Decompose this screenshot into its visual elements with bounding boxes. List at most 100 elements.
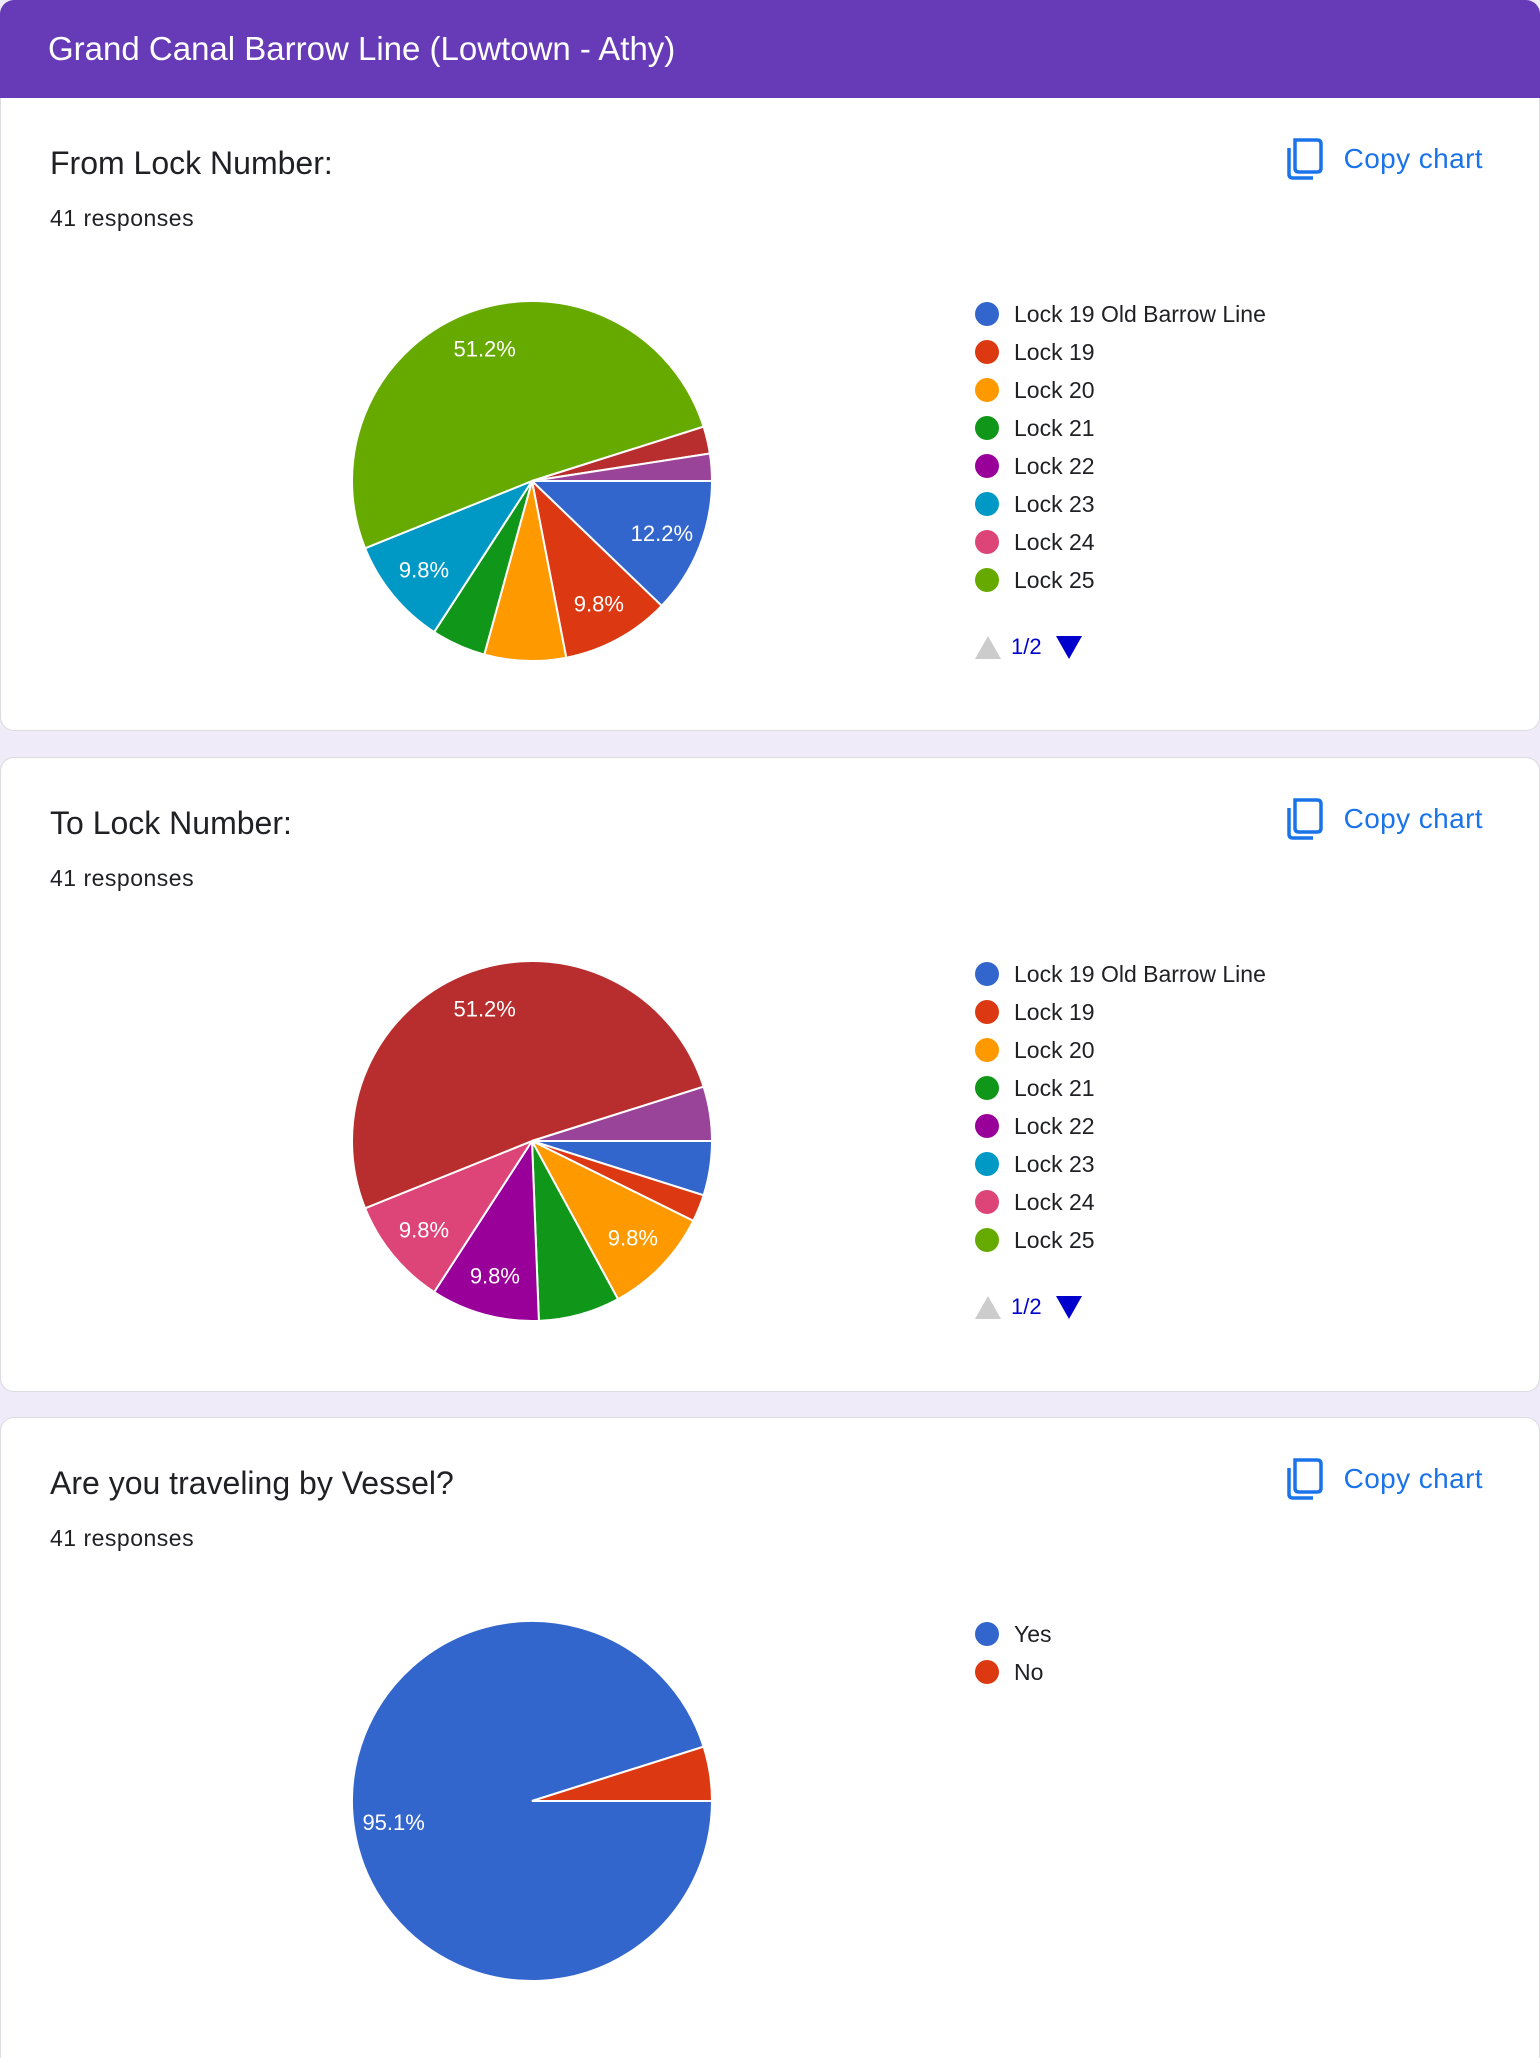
legend-color-swatch	[975, 416, 999, 440]
pie-chart: 12.2% 9.8% 9.8% 51.2%	[351, 300, 714, 662]
slice-percent-label: 95.1%	[362, 1810, 424, 1835]
legend-label: Lock 19 Old Barrow Line	[1014, 960, 1266, 987]
legend-pager: 1/2	[975, 630, 1082, 664]
legend-item[interactable]: No	[975, 1653, 1052, 1691]
legend-color-swatch	[975, 1190, 999, 1214]
copy-chart-button[interactable]: Copy chart	[1286, 796, 1483, 842]
legend-label: No	[1014, 1658, 1044, 1685]
legend-page-indicator: 1/2	[1011, 1294, 1042, 1319]
copy-icon	[1286, 1458, 1323, 1500]
legend-item[interactable]: Lock 20	[975, 371, 1266, 409]
legend-item[interactable]: Lock 23	[975, 485, 1266, 523]
legend-label: Lock 23	[1014, 1150, 1095, 1177]
slice-percent-label: 9.8%	[470, 1263, 520, 1288]
question-title: From Lock Number:	[50, 145, 333, 181]
legend-item[interactable]: Lock 21	[975, 409, 1266, 447]
legend-color-swatch	[975, 492, 999, 516]
legend-label: Yes	[1014, 1620, 1052, 1647]
slice-percent-label: 9.8%	[399, 1218, 449, 1243]
copy-icon	[1286, 798, 1323, 840]
triangle-down-icon[interactable]	[1055, 635, 1082, 659]
pie-slice[interactable]	[351, 300, 705, 550]
legend-item[interactable]: Lock 24	[975, 523, 1266, 561]
form-header: Grand Canal Barrow Line (Lowtown - Athy)	[0, 0, 1540, 98]
pie-slice[interactable]	[531, 1085, 714, 1142]
legend-item[interactable]: Lock 25	[975, 1221, 1266, 1259]
question-card-from-lock: From Lock Number: 41 responses Copy char…	[0, 98, 1540, 731]
pie-slice[interactable]	[432, 1137, 540, 1322]
pie-slice[interactable]	[531, 1745, 714, 1802]
legend-label: Lock 24	[1014, 1188, 1095, 1215]
response-count: 41 responses	[50, 205, 195, 231]
legend-label: Lock 22	[1014, 1112, 1095, 1139]
chart-legend: Yes No	[975, 1615, 1052, 1691]
slice-percent-label: 9.8%	[399, 558, 449, 583]
legend-color-swatch	[975, 1038, 999, 1062]
legend-color-swatch	[975, 1114, 999, 1138]
legend-pager: 1/2	[975, 1290, 1082, 1324]
legend-color-swatch	[975, 1660, 999, 1684]
legend-item[interactable]: Lock 23	[975, 1145, 1266, 1183]
legend-label: Lock 22	[1014, 452, 1095, 479]
triangle-up-icon[interactable]	[975, 635, 1001, 659]
legend-item[interactable]: Lock 24	[975, 1183, 1266, 1221]
legend-item[interactable]: Lock 19	[975, 993, 1266, 1031]
triangle-up-icon[interactable]	[975, 1295, 1001, 1319]
pie-slice[interactable]	[529, 1138, 695, 1301]
chart-legend: Lock 19 Old Barrow Line Lock 19 Lock 20 Loc…	[975, 955, 1266, 1259]
legend-color-swatch	[975, 1228, 999, 1252]
legend-item[interactable]: Lock 20	[975, 1031, 1266, 1069]
pie-slice[interactable]	[530, 478, 664, 659]
pie-slice[interactable]	[529, 480, 714, 608]
response-count: 41 responses	[50, 1525, 195, 1551]
legend-item[interactable]: Lock 25	[975, 561, 1266, 599]
legend-item[interactable]: Lock 22	[975, 1107, 1266, 1145]
pie-slice[interactable]	[531, 452, 714, 482]
question-card-vessel: Are you traveling by Vessel? 41 response…	[0, 1417, 1540, 2058]
legend-label: Lock 19	[1014, 998, 1095, 1025]
slice-percent-label: 9.8%	[608, 1226, 658, 1251]
legend-label: Lock 20	[1014, 1036, 1095, 1063]
chart-legend: Lock 19 Old Barrow Line Lock 19 Lock 20 Loc…	[975, 295, 1266, 599]
legend-color-swatch	[975, 1000, 999, 1024]
pie-slice[interactable]	[363, 478, 535, 634]
copy-chart-label: Copy chart	[1343, 1463, 1483, 1494]
legend-item[interactable]: Lock 19 Old Barrow Line	[975, 955, 1266, 993]
copy-chart-label: Copy chart	[1343, 803, 1483, 834]
legend-color-swatch	[975, 568, 999, 592]
legend-color-swatch	[975, 378, 999, 402]
legend-color-swatch	[975, 302, 999, 326]
legend-item[interactable]: Lock 19 Old Barrow Line	[975, 295, 1266, 333]
legend-color-swatch	[975, 1152, 999, 1176]
slice-percent-label: 12.2%	[631, 521, 693, 546]
legend-item[interactable]: Yes	[975, 1615, 1052, 1653]
legend-color-swatch	[975, 1076, 999, 1100]
legend-label: Lock 23	[1014, 490, 1095, 517]
legend-item[interactable]: Lock 21	[975, 1069, 1266, 1107]
question-title: To Lock Number:	[50, 805, 292, 841]
pie-slice[interactable]	[363, 1138, 535, 1294]
copy-chart-button[interactable]: Copy chart	[1286, 1456, 1483, 1502]
legend-item[interactable]: Lock 19	[975, 333, 1266, 371]
legend-item[interactable]: Lock 22	[975, 447, 1266, 485]
legend-color-swatch	[975, 962, 999, 986]
pie-slice[interactable]	[351, 960, 705, 1210]
legend-label: Lock 21	[1014, 1074, 1095, 1101]
legend-label: Lock 19	[1014, 338, 1095, 365]
pie-chart: 95.1%	[351, 1620, 714, 1982]
legend-label: Lock 25	[1014, 566, 1095, 593]
slice-percent-label: 51.2%	[453, 997, 515, 1022]
legend-label: Lock 19 Old Barrow Line	[1014, 300, 1266, 327]
triangle-down-icon[interactable]	[1055, 1295, 1082, 1319]
legend-color-swatch	[975, 454, 999, 478]
slice-percent-label: 9.8%	[574, 591, 624, 616]
copy-icon	[1286, 138, 1323, 180]
legend-color-swatch	[975, 340, 999, 364]
response-count: 41 responses	[50, 865, 195, 891]
form-title: Grand Canal Barrow Line (Lowtown - Athy)	[48, 30, 676, 67]
question-card-to-lock: To Lock Number: 41 responses Copy chart …	[0, 757, 1540, 1392]
legend-label: Lock 20	[1014, 376, 1095, 403]
pie-chart: 9.8% 9.8% 9.8% 51.2%	[351, 960, 714, 1322]
question-title: Are you traveling by Vessel?	[50, 1465, 454, 1501]
copy-chart-button[interactable]: Copy chart	[1286, 136, 1483, 182]
